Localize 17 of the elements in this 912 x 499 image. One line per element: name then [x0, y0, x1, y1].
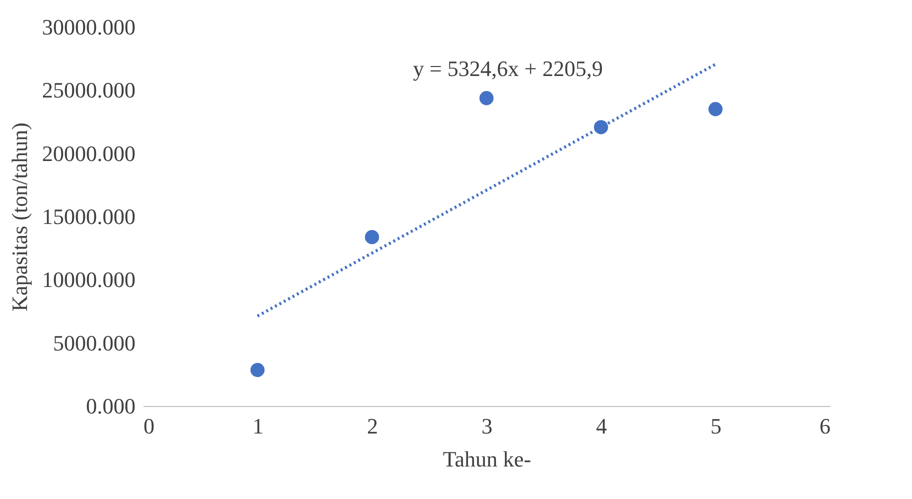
y-axis-title: Kapasitas (ton/tahun): [7, 122, 32, 312]
x-axis-title: Tahun ke-: [442, 446, 532, 472]
y-tick-label: 0.000: [86, 394, 136, 418]
x-tick-label: 0: [144, 414, 154, 438]
y-tick-label: 10000.000: [42, 267, 136, 292]
y-tick-label: 30000.000: [42, 14, 136, 40]
x-tick-label: 6: [820, 414, 830, 438]
annotation: y = 5324,6x + 2205,9: [413, 56, 603, 81]
x-tick-label: 3: [482, 414, 492, 438]
y-tick-label: 25000.000: [42, 78, 136, 103]
x-tick-label: 4: [596, 414, 607, 438]
x-tick-label: 2: [367, 414, 378, 438]
y-tick-label: 5000.000: [53, 330, 136, 356]
x-tick-label: 5: [710, 414, 722, 438]
x-tick-label: 1: [252, 414, 264, 438]
y-tick-label: 15000.000: [42, 204, 136, 229]
y-tick-label: 20000.000: [42, 140, 136, 166]
